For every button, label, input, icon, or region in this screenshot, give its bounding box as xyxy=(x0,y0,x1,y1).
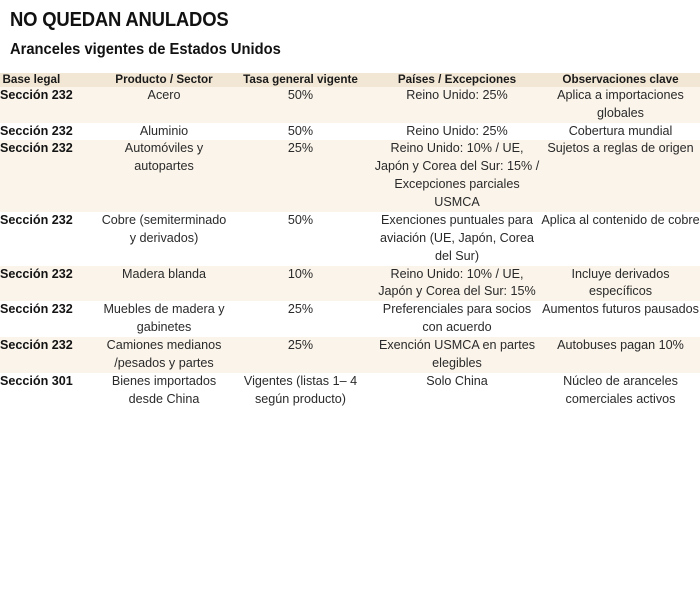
tariffs-table: Base legal Producto / Sector Tasa genera… xyxy=(0,73,700,409)
cell-tasa-general: 50% xyxy=(287,212,314,227)
table-row: Sección 232 Acero 50% Reino Unido: 25% Aplic… xyxy=(0,86,700,123)
table-body: Sección 232 Acero 50% Reino Unido: 25% Aplic… xyxy=(0,86,700,409)
cell-base-legal: Sección 232 xyxy=(0,141,73,156)
table-head: Base legal Producto / Sector Tasa genera… xyxy=(0,73,700,87)
cell-tasa-general: 25% xyxy=(287,141,314,156)
cell-observaciones: Cobertura mundial xyxy=(568,123,673,138)
cell-base-legal: Sección 232 xyxy=(0,212,73,227)
table-row: Sección 232 Cobre (semiterminado y deriva… xyxy=(0,211,700,266)
column-header-paises-excepciones: Países / Excepciones xyxy=(397,72,517,87)
cell-producto-sector: Bienes importados desde China xyxy=(111,373,217,406)
cell-tasa-general: 25% xyxy=(287,302,314,317)
cell-base-legal: Sección 232 xyxy=(0,302,73,317)
cell-producto-sector: Muebles de madera y gabinetes xyxy=(103,302,225,335)
cell-paises-excepciones: Solo China xyxy=(426,373,488,388)
cell-observaciones: Aplica a importaciones globales xyxy=(557,87,684,120)
column-header-tasa-general: Tasa general vigente xyxy=(243,72,358,87)
column-header-observaciones-clave: Observaciones clave xyxy=(562,72,679,87)
cell-tasa-general: 25% xyxy=(287,338,314,353)
cell-producto-sector: Aluminio xyxy=(139,123,189,138)
cell-tasa-general: 50% xyxy=(287,123,314,138)
cell-tasa-general: 10% xyxy=(287,266,314,281)
table-row: Sección 232 Madera blanda 10% Reino Unido: … xyxy=(0,265,700,302)
cell-observaciones: Aumentos futuros pausados xyxy=(542,302,699,317)
column-header-producto-sector: Producto / Sector xyxy=(115,72,213,87)
cell-paises-excepciones: Reino Unido: 25% xyxy=(406,87,508,102)
table-row: Sección 232 Automóviles y autopartes 25% Re… xyxy=(0,140,700,212)
cell-paises-excepciones: Exención USMCA en partes elegibles xyxy=(378,338,536,370)
cell-observaciones: Autobuses pagan 10% xyxy=(557,338,684,353)
cell-producto-sector: Madera blanda xyxy=(121,266,207,281)
cell-observaciones: Incluye derivados específicos xyxy=(571,266,670,299)
cell-base-legal: Sección 301 xyxy=(0,373,73,388)
page-title: Aranceles vigentes de Estados Unidos xyxy=(10,40,281,58)
cell-observaciones: Aplica al contenido de cobre xyxy=(541,212,700,227)
cell-producto-sector: Automóviles y autopartes xyxy=(124,141,204,174)
table-container: Base legal Producto / Sector Tasa genera… xyxy=(0,73,700,409)
cell-paises-excepciones: Preferenciales para socios con acuerdo xyxy=(382,302,532,335)
cell-base-legal: Sección 232 xyxy=(0,338,73,353)
cell-producto-sector: Acero xyxy=(147,87,181,102)
cell-paises-excepciones: Reino Unido: 10% / UE, Japón y Corea del… xyxy=(374,141,540,210)
cell-paises-excepciones: Reino Unido: 10% / UE, Japón y Corea del… xyxy=(378,266,536,299)
cell-tasa-general: Vigentes (listas 1– 4 según producto) xyxy=(243,373,358,406)
page-header: NO QUEDAN ANULADOS Aranceles vigentes de… xyxy=(0,0,700,59)
cell-tasa-general: 50% xyxy=(287,87,314,102)
table-row: Sección 301 Bienes importados desde China… xyxy=(0,372,700,409)
table-row: Sección 232 Aluminio 50% Reino Unido: 25% Co… xyxy=(0,122,700,141)
cell-base-legal: Sección 232 xyxy=(0,87,73,102)
cell-producto-sector: Camiones medianos /pesados y partes xyxy=(106,338,222,370)
cell-base-legal: Sección 232 xyxy=(0,266,73,281)
cell-paises-excepciones: Exenciones puntuales para aviación (UE, … xyxy=(379,212,534,263)
cell-paises-excepciones: Reino Unido: 25% xyxy=(406,123,508,138)
table-row: Sección 232 Muebles de madera y gabinetes… xyxy=(0,301,700,338)
cell-observaciones: Núcleo de aranceles comerciales activos xyxy=(563,373,678,406)
cell-observaciones: Sujetos a reglas de origen xyxy=(547,141,694,156)
table-header-row: Base legal Producto / Sector Tasa genera… xyxy=(0,73,700,87)
page-kicker: NO QUEDAN ANULADOS xyxy=(10,8,229,31)
cell-base-legal: Sección 232 xyxy=(0,123,73,138)
column-header-base-legal: Base legal xyxy=(2,72,61,87)
table-row: Sección 232 Camiones medianos /pesados y … xyxy=(0,337,700,373)
cell-producto-sector: Cobre (semiterminado y derivados) xyxy=(101,212,227,245)
